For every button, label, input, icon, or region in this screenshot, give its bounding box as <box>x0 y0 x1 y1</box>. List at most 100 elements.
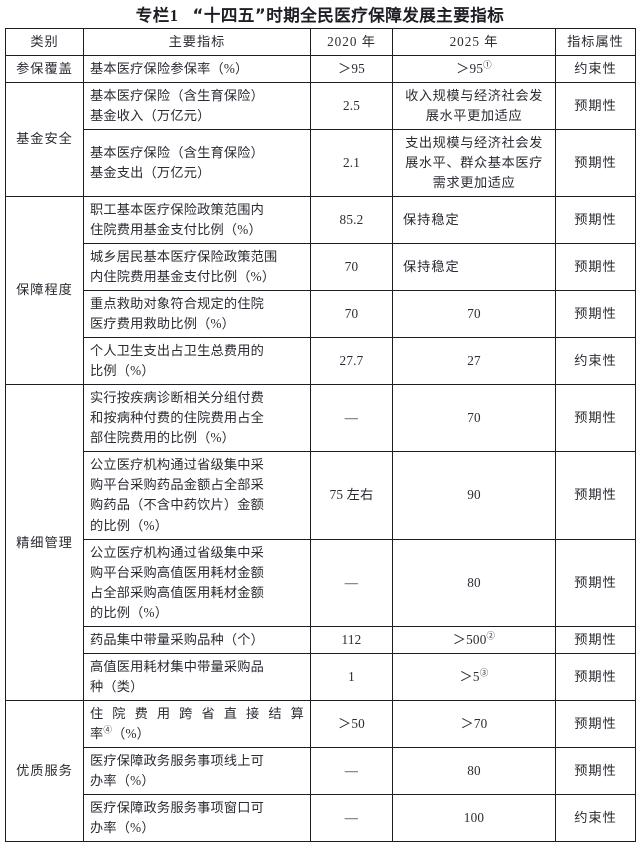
indicator-line: 占全部采购高值医用耗材金额 <box>90 584 265 600</box>
indicator-cell: 城乡居民基本医疗保险政策范围 内住院费用基金支付比例（%） <box>83 242 311 291</box>
value-2025-cell: 保持稳定 <box>392 195 556 244</box>
attribute-cell: 约束性 <box>555 794 636 843</box>
table-row: 公立医疗机构通过省级集中采 购平台采购药品金额占全部采 购药品（不含中药饮片）金额的… <box>6 451 636 540</box>
category-cell: 参保覆盖 <box>5 55 84 84</box>
value-2020-cell: 27.7 <box>310 337 393 386</box>
indicator-line: 职工基本医疗保险政策范围内 <box>90 201 265 217</box>
value-2020-cell: ＞50 <box>310 700 393 749</box>
value-2020-cell: — <box>310 538 393 627</box>
table-row: 精细管理 实行按疾病诊断相关分组付费 和按病种付费的住院费用占全 部住院费用的比例（%… <box>5 384 636 702</box>
attribute-cell: 约束性 <box>555 55 636 84</box>
indicator-line: 城乡居民基本医疗保险政策范围 <box>90 248 278 264</box>
value-2025-cell: 27 <box>392 337 556 386</box>
value-2025-text: ＞500 <box>452 631 487 647</box>
indicator-line: 的比例（%） <box>90 604 169 620</box>
column-header-year-2020: 2020 年 <box>310 27 393 57</box>
indicator-cell: 医疗保障政务服务事项线上可 办率（%） <box>83 747 311 796</box>
column-header-indicator: 主要指标 <box>83 27 311 57</box>
indicator-cell: 个人卫生支出占卫生总费用的 比例（%） <box>83 337 311 386</box>
indicator-line: 办率（%） <box>90 820 155 836</box>
value-2025-text: ＞5 <box>459 668 480 684</box>
value-2025-cell: ＞70 <box>392 700 556 749</box>
indicator-line: 医疗保障政务服务事项线上可 <box>90 753 265 769</box>
attribute-cell: 预期性 <box>555 700 636 749</box>
indicator-line: 购平台采购药品金额占全部采 <box>90 477 265 493</box>
value-2020-cell: 70 <box>310 242 393 291</box>
indicator-line: 基本医疗保险（含生育保险） <box>90 88 265 104</box>
indicator-cell: 高值医用耗材集中带量采购品 种（类） <box>83 652 311 702</box>
indicator-line: 高值医用耗材集中带量采购品 <box>90 658 265 674</box>
value-2025-cell: ＞500② <box>392 625 556 654</box>
table-row: 基本医疗保险（含生育保险） 基金支出（万亿元） 2.1 支出规模与经济社会发展水平、群… <box>6 129 636 197</box>
category-cell: 优质服务 <box>5 700 84 843</box>
table-row: 医疗保障政务服务事项窗口可 办率（%） —100 约束性 <box>6 794 636 843</box>
table-row: 药品集中带量采购品种（个） 112 ＞500② 预期性 <box>6 625 636 654</box>
indicator-cell: 公立医疗机构通过省级集中采 购平台采购药品金额占全部采 购药品（不含中药饮片）金额的… <box>83 451 311 540</box>
footnote-marker: ① <box>483 59 492 70</box>
indicator-line: 办率（%） <box>90 773 155 789</box>
indicator-cell: 住院费用跨省直接结算 率④（%） <box>83 700 311 749</box>
value-2025-cell: 保持稳定 <box>392 242 556 291</box>
indicator-line: 的比例（%） <box>90 517 169 533</box>
value-2025-cell: 80 <box>392 747 556 796</box>
attribute-cell: 预期性 <box>555 289 636 339</box>
value-2025-cell: ＞95① <box>392 55 556 84</box>
value-2025-text: ＞95 <box>456 61 484 77</box>
indicator-line: 率④（%） <box>90 724 151 742</box>
table-row: 高值医用耗材集中带量采购品 种（类） 1 ＞5③ 预期性 <box>6 652 636 702</box>
footnote-marker: ② <box>486 630 496 641</box>
indicator-line: 医疗保障政务服务事项窗口可 <box>90 800 265 816</box>
indicator-line: 公立医疗机构通过省级集中采 <box>90 544 265 560</box>
value-2020-cell: — <box>310 384 393 453</box>
value-2025-cell: 100 <box>392 794 556 843</box>
indicator-cell: 重点救助对象符合规定的住院 医疗费用救助比例（%） <box>83 289 311 339</box>
category-cell: 基金安全 <box>5 82 84 197</box>
category-cell: 精细管理 <box>5 384 84 702</box>
indicator-line: 基金收入（万亿元） <box>90 108 211 124</box>
footnote-marker: ③ <box>479 667 489 678</box>
attribute-cell: 预期性 <box>555 242 636 291</box>
attribute-cell: 预期性 <box>555 538 636 627</box>
attribute-cell: 预期性 <box>555 195 636 244</box>
title-label: 专栏 <box>135 6 170 25</box>
indicator-line: 住院费用跨省直接结算 <box>90 706 304 722</box>
table-row: 医疗保障政务服务事项线上可 办率（%） —80 预期性 <box>6 747 636 796</box>
value-2020-cell: 75 左右 <box>310 451 393 540</box>
value-2020-cell: 1 <box>310 652 393 702</box>
indicator-line: 个人卫生支出占卫生总费用的 <box>90 343 265 359</box>
attribute-cell: 预期性 <box>555 652 636 702</box>
attribute-cell: 预期性 <box>555 747 636 796</box>
value-2020-cell: — <box>310 747 393 796</box>
indicator-cell: 公立医疗机构通过省级集中采 购平台采购高值医用耗材金额 占全部采购高值医用耗材金额的… <box>83 538 311 627</box>
value-2020-cell: — <box>310 794 393 843</box>
indicator-line: 实行按疾病诊断相关分组付费 <box>90 390 265 406</box>
attribute-cell: 预期性 <box>555 129 636 197</box>
indicator-cell: 职工基本医疗保险政策范围内 住院费用基金支付比例（%） <box>83 195 311 244</box>
footnote-marker: ④ <box>103 724 113 735</box>
title-heading: “十四五”时期全民医疗保障发展主要指标 <box>192 6 505 25</box>
attribute-cell: 预期性 <box>555 384 636 453</box>
value-2020-cell: 70 <box>310 289 393 339</box>
value-2020-cell: 112 <box>310 625 393 654</box>
indicator-line: 重点救助对象符合规定的住院 <box>90 295 265 311</box>
indicator-line: 住院费用基金支付比例（%） <box>90 221 262 237</box>
value-2025-cell: 80 <box>392 538 556 627</box>
table-header: 类别 主要指标 2020 年 2025 年 指标属性 <box>5 27 636 57</box>
indicator-line: 购药品（不含中药饮片）金额 <box>90 497 265 513</box>
indicator-cell: 基本医疗保险参保率（%） <box>83 55 311 84</box>
attribute-cell: 预期性 <box>555 451 636 540</box>
indicator-cell: 实行按疾病诊断相关分组付费 和按病种付费的住院费用占全 部住院费用的比例（%） <box>83 384 311 453</box>
indicator-cell: 基本医疗保险（含生育保险） 基金支出（万亿元） <box>83 129 311 197</box>
value-2025-cell: 支出规模与经济社会发展水平、群众基本医疗需求更加适应 <box>392 129 556 197</box>
page-title: 专栏1 “十四五”时期全民医疗保障发展主要指标 <box>0 0 640 28</box>
value-2025-cell: 收入规模与经济社会发展水平更加适应 <box>392 82 556 131</box>
column-header-category: 类别 <box>5 27 84 57</box>
indicator-line: 种（类） <box>90 678 144 694</box>
table-row: 城乡居民基本医疗保险政策范围 内住院费用基金支付比例（%） 70 保持稳定 预期性 <box>6 242 636 291</box>
table-row: 参保覆盖 基本医疗保险参保率（%） ＞95 ＞95① 约束性 <box>5 55 636 84</box>
indicator-line: 购平台采购高值医用耗材金额 <box>90 564 265 580</box>
indicator-line: 基金支出（万亿元） <box>90 164 211 180</box>
category-cell: 保障程度 <box>5 195 84 386</box>
table-row: 保障程度 职工基本医疗保险政策范围内 住院费用基金支付比例（%） 85.2 保持稳定 预期… <box>5 195 636 386</box>
